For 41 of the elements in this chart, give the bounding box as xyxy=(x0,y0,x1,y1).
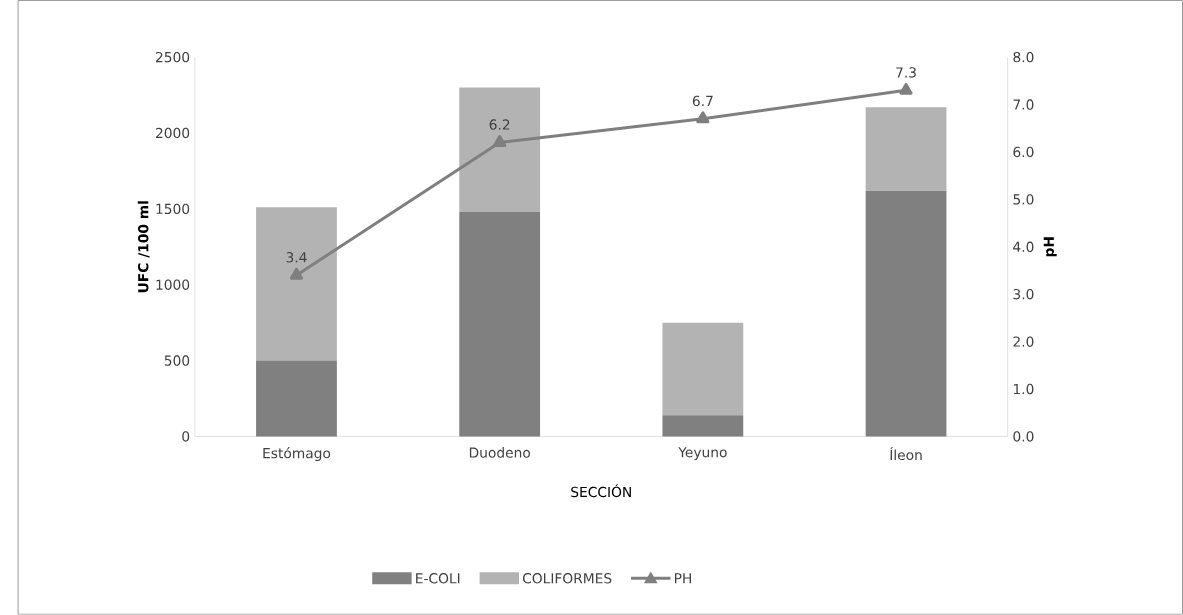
y-tick-label: 2500 xyxy=(156,52,190,63)
y2-tick-label: 3.0 xyxy=(1013,289,1034,300)
legend-label: COLIFORMES xyxy=(522,573,612,584)
bar xyxy=(459,212,541,437)
bar xyxy=(865,190,947,437)
y-axis-title: UFC /100 ml xyxy=(137,201,150,293)
legend-label: E-COLI xyxy=(416,573,460,584)
y-tick-label: 500 xyxy=(164,355,190,366)
y2-tick-label: 1.0 xyxy=(1013,383,1034,395)
y-tick-label: 1000 xyxy=(156,279,190,291)
y2-tick-label: 4.0 xyxy=(1013,241,1034,253)
bar xyxy=(662,415,744,437)
y2-axis-title: pH xyxy=(1043,237,1057,257)
bar xyxy=(865,107,947,191)
data-label: 3.4 xyxy=(286,252,307,263)
point xyxy=(493,135,507,148)
bar xyxy=(256,360,337,437)
y2-tick-label: 6.0 xyxy=(1013,146,1034,158)
y2-tick-label: 2.0 xyxy=(1013,336,1034,347)
bar xyxy=(256,207,337,361)
y2-tick-label: 8.0 xyxy=(1013,52,1034,63)
y-tick-label: 2000 xyxy=(156,127,190,139)
y2-tick-label: 7.0 xyxy=(1013,99,1034,110)
x-tick-label: Duodeno xyxy=(469,447,531,458)
point xyxy=(899,83,913,95)
bar xyxy=(459,87,541,212)
y-tick-label: 1500 xyxy=(156,203,190,215)
data-label: 6.7 xyxy=(692,95,713,107)
x-tick-label: Yeyuno xyxy=(678,447,727,461)
bar xyxy=(662,322,744,416)
y2-tick-label: 5.0 xyxy=(1013,194,1034,205)
point xyxy=(696,111,710,124)
data-label: 7.3 xyxy=(896,67,916,78)
x-axis-title: SECCIÓN xyxy=(571,484,631,498)
x-tick-label: Estómago xyxy=(263,447,331,462)
x-tick-label: Íleon xyxy=(890,447,922,461)
point xyxy=(289,267,304,280)
data-label: 6.2 xyxy=(489,119,510,130)
y-tick-label: 0 xyxy=(182,431,190,442)
legend-label: PH xyxy=(674,573,691,584)
y2-tick-label: 0.0 xyxy=(1013,431,1034,442)
